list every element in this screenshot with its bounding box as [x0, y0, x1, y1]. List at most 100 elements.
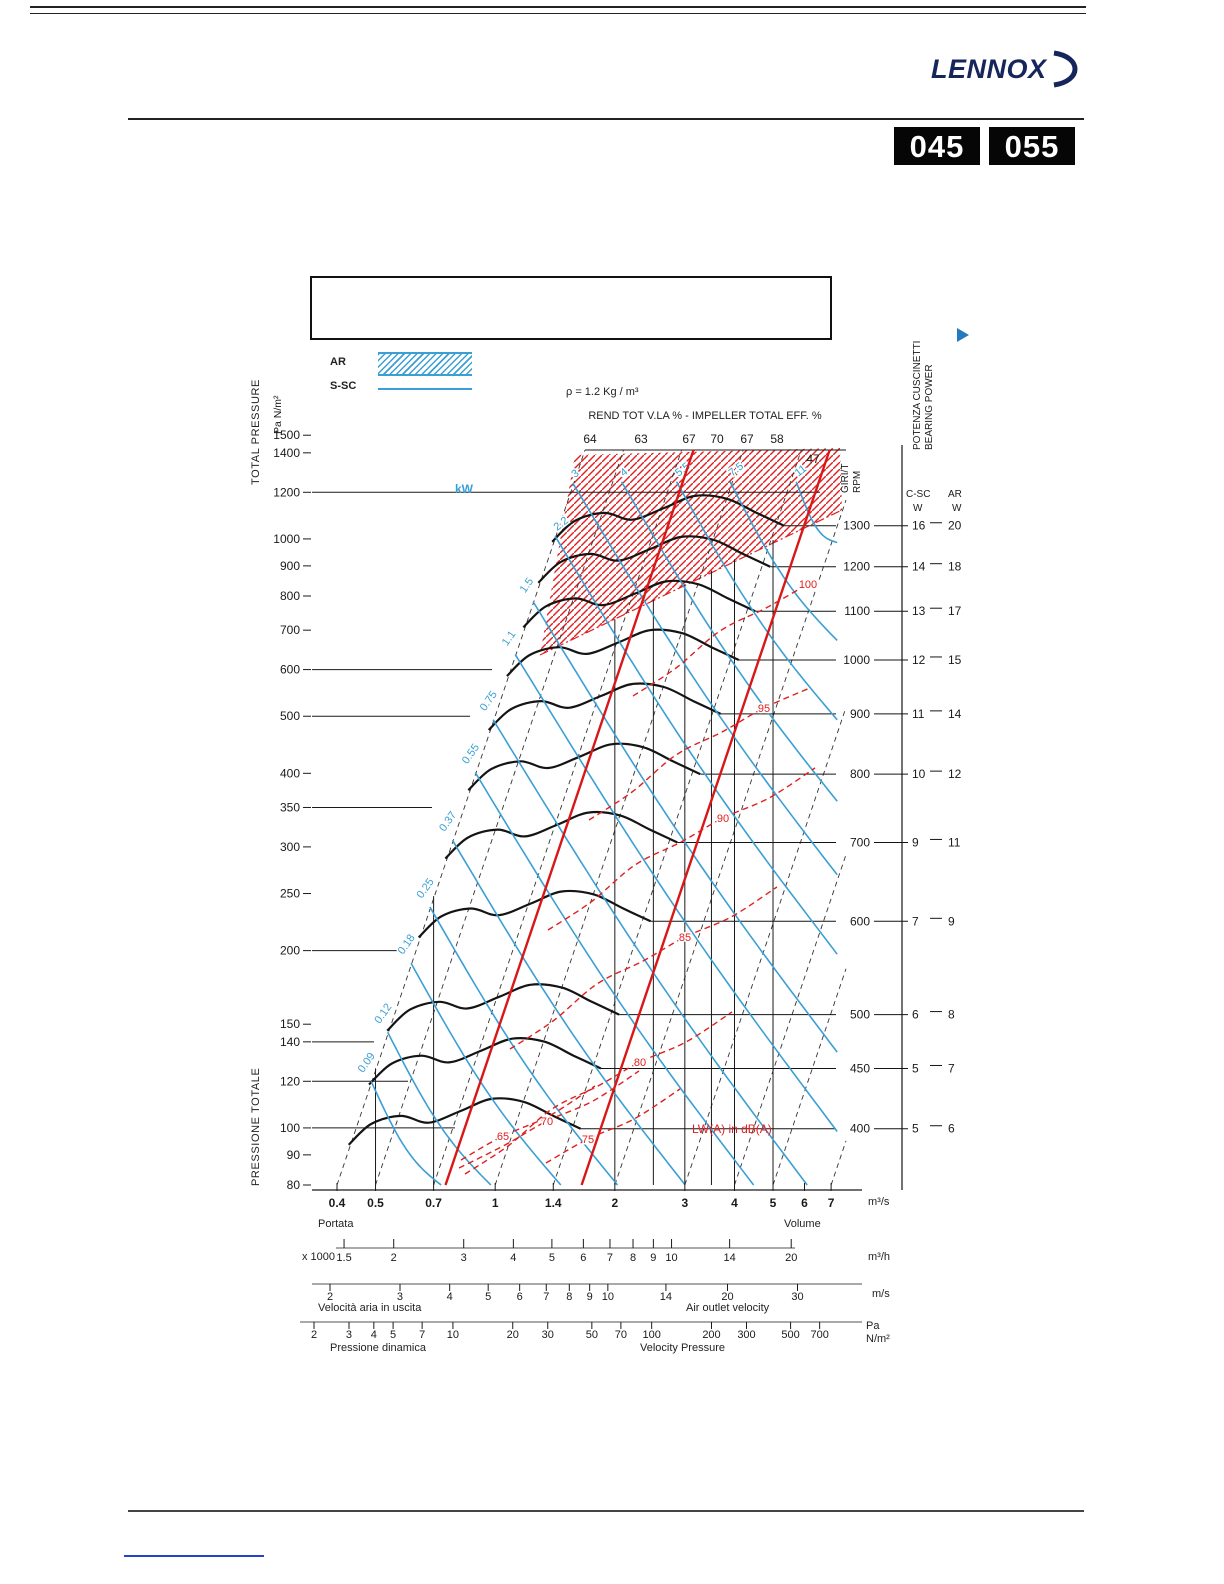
noise-curve-label: 90	[717, 813, 729, 825]
pressure-axis-title-it: PRESSIONE TOTALE	[250, 1067, 262, 1186]
m3h-tick-label: 8	[630, 1252, 636, 1264]
pressure-tick-label: 500	[280, 709, 300, 723]
rpm-curve	[347, 1097, 582, 1146]
m3h-tick-label: 7	[607, 1252, 613, 1264]
rpm-curve	[444, 810, 678, 860]
rpm-curve	[551, 494, 785, 543]
system-line	[336, 449, 586, 1186]
flow-tick-label: 4	[731, 1196, 738, 1210]
rpm-label: 1300	[843, 519, 870, 533]
power-curve	[675, 481, 838, 721]
m3h-unit: m³/h	[868, 1251, 890, 1263]
velocity-unit: m/s	[872, 1288, 890, 1300]
dynpressure-label-left: Pressione dinamica	[330, 1342, 426, 1354]
pressure-tick-label: 150	[280, 1017, 300, 1031]
rpm-curve	[417, 889, 652, 939]
bearing-csc-value: 10	[912, 767, 926, 781]
pressure-tick-label: 600	[280, 663, 300, 677]
rpm-label: 1000	[843, 653, 870, 667]
pressure-tick-label: 1500	[273, 428, 300, 442]
pressure-tick-label: 800	[280, 589, 300, 603]
noise-curve-label: 100	[799, 579, 817, 591]
velocity-tick-label: 9	[587, 1291, 593, 1303]
pressure-tick-label: 1200	[273, 485, 300, 499]
pressure-axis-title-en: TOTAL PRESSURE	[250, 379, 262, 485]
noise-level-label: LW(A) in dB(A)	[692, 1122, 772, 1136]
lennox-swoosh	[1053, 50, 1078, 88]
bearing-ar-value: 18	[948, 560, 962, 574]
power-curve-label: 0.09	[356, 1051, 378, 1075]
velocity-tick-label: 7	[543, 1291, 549, 1303]
bearing-col1-header: C-SC	[906, 489, 930, 500]
noise-curve	[458, 1070, 640, 1169]
system-line	[830, 1140, 847, 1186]
dynpressure-tick-label: 500	[781, 1329, 799, 1341]
model-badge-055: 055	[989, 127, 1075, 165]
bearing-csc-value: 12	[912, 653, 926, 667]
flow-tick-label: 1.4	[545, 1196, 562, 1210]
pressure-tick-label: 700	[280, 623, 300, 637]
dynpressure-unit: Pa N/m²	[866, 1320, 890, 1345]
bearing-ar-value: 7	[948, 1061, 955, 1075]
flow-unit: m³/s	[868, 1196, 890, 1208]
pressure-tick-label: 400	[280, 766, 300, 780]
dynpressure-tick-label: 2	[311, 1329, 317, 1341]
system-line	[375, 449, 624, 1186]
bearing-csc-value: 16	[912, 519, 926, 533]
power-curve	[729, 481, 838, 641]
header-rule	[128, 118, 1084, 120]
bearing-csc-value: 11	[912, 707, 925, 721]
bearing-ar-value: 14	[948, 707, 962, 721]
power-curve-label: 0.75	[478, 689, 500, 713]
noise-curve-label: 95	[758, 703, 770, 715]
rpm-label: 900	[850, 707, 870, 721]
pressure-tick-label: 250	[280, 887, 300, 901]
bearing-ar-value: 12	[948, 767, 962, 781]
velocity-tick-label: 8	[566, 1291, 572, 1303]
power-curve	[620, 481, 838, 802]
power-curve	[429, 906, 619, 1186]
rpm-label: 1200	[843, 560, 870, 574]
bearing-csc-value: 9	[912, 835, 919, 849]
bearing-csc-value: 5	[912, 1061, 919, 1075]
power-curve-label: 1.1	[500, 629, 519, 648]
rpm-label: 500	[850, 1008, 870, 1022]
efficiency-value: 67	[682, 432, 696, 446]
velocity-tick-label: 6	[517, 1291, 523, 1303]
efficiency-extra-value: 47	[806, 452, 820, 466]
bearing-col1-unit: W	[913, 503, 923, 514]
flow-tick-label: 2	[611, 1196, 618, 1210]
power-curve	[532, 601, 838, 1053]
rpm-label: 400	[850, 1122, 870, 1136]
noise-curve	[460, 1085, 596, 1161]
selection-limit-line	[580, 449, 831, 1186]
bearing-ar-value: 9	[948, 914, 955, 928]
pressure-tick-label: 1400	[273, 446, 300, 460]
lennox-logo-svg: LENNOX	[931, 50, 1078, 88]
velocity-tick-label: 2	[327, 1291, 333, 1303]
top-edge-line-1	[30, 6, 1086, 8]
legend-ar-label: AR	[330, 356, 346, 368]
dynpressure-label-right: Velocity Pressure	[640, 1342, 725, 1354]
m3h-tick-label: 2	[391, 1252, 397, 1264]
legend-ssc-line-swatch	[378, 388, 472, 390]
dynpressure-tick-label: 10	[447, 1329, 459, 1341]
pressure-tick-label: 900	[280, 559, 300, 573]
power-curve	[572, 482, 838, 876]
density-label: ρ = 1.2 Kg / m³	[566, 386, 639, 398]
efficiency-value: 63	[634, 432, 648, 446]
pressure-tick-label: 140	[280, 1035, 300, 1049]
pressure-tick-label: 1000	[273, 532, 300, 546]
m3h-tick-label: 9	[650, 1252, 656, 1264]
legend-ssc-label: S-SC	[330, 380, 357, 392]
model-badge-045: 045	[894, 127, 980, 165]
dynpressure-tick-label: 700	[810, 1329, 828, 1341]
bearing-ar-value: 8	[948, 1008, 955, 1022]
m3h-tick-label: 5	[549, 1252, 555, 1264]
rpm-curve	[522, 579, 756, 629]
noise-curve-label: 75	[582, 1134, 594, 1146]
flow-tick-label: 0.5	[367, 1196, 384, 1210]
power-curve	[554, 535, 838, 955]
system-line	[772, 968, 847, 1186]
